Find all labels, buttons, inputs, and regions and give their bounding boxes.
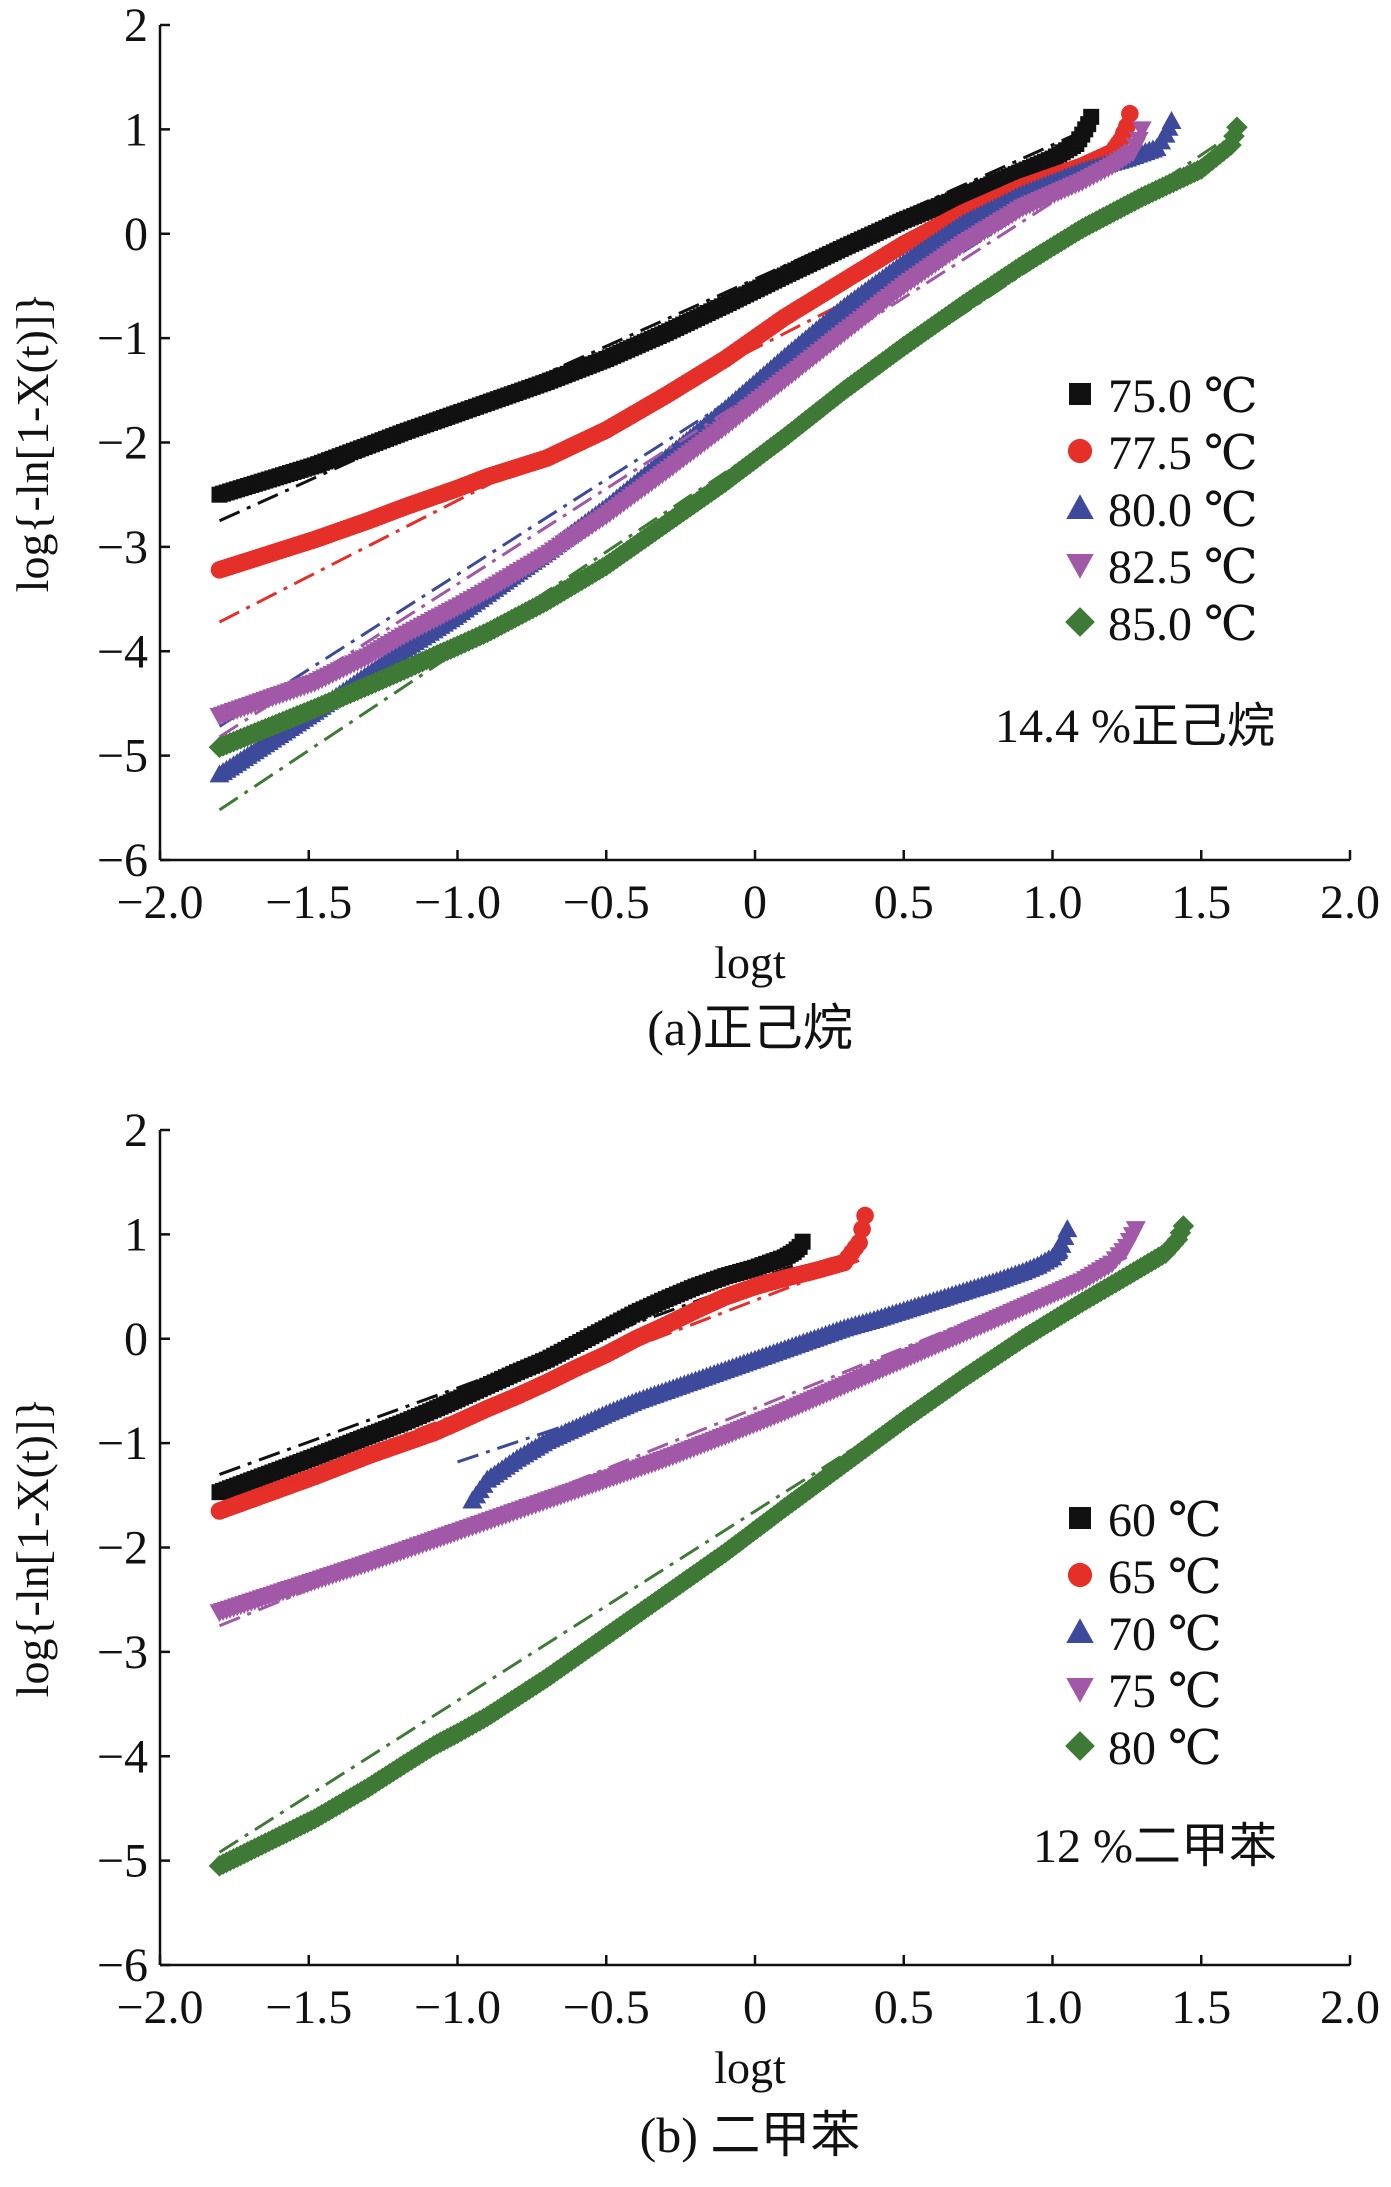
legend-label: 77.5 ℃ <box>1108 427 1258 480</box>
series-2 <box>210 1206 874 1520</box>
x-tick-label: 1.0 <box>1023 1981 1083 2034</box>
data-point <box>853 1220 871 1238</box>
legend-label: 82.5 ℃ <box>1108 541 1258 594</box>
x-tick-label: −1.5 <box>265 1981 352 2034</box>
y-tick-label: −5 <box>97 1835 148 1888</box>
y-tick-label: −1 <box>97 312 148 365</box>
x-tick-label: 0 <box>743 876 767 929</box>
legend-marker <box>1066 1618 1094 1643</box>
x-tick-label: 2.0 <box>1320 1981 1380 2034</box>
x-tick-label: −2.0 <box>116 876 203 929</box>
legend-marker <box>1067 1562 1093 1588</box>
y-tick-label: 0 <box>124 1313 148 1366</box>
legend-marker <box>1066 554 1094 579</box>
sample-annotation: 14.4 %正己烷 <box>995 700 1275 753</box>
data-point <box>1131 121 1152 140</box>
legend-marker <box>1067 438 1093 464</box>
x-tick-label: −0.5 <box>563 876 650 929</box>
x-tick-label: −1.0 <box>414 1981 501 2034</box>
fit-line <box>218 136 1143 728</box>
legend-label: 75 ℃ <box>1108 1665 1222 1718</box>
legend-label: 70 ℃ <box>1108 1608 1222 1661</box>
data-point <box>1125 1221 1146 1240</box>
y-tick-label: −3 <box>97 1626 148 1679</box>
series-5 <box>208 116 1248 812</box>
chart-panel-b: −2.0 −1.5 −1.0 −0.5 0 0.5 1.0 1.5 2.0 −6 −5 −4 −3 −2 −… <box>7 1104 1380 2163</box>
y-tick-label: −2 <box>97 417 148 470</box>
chart-panel-a: −2.0 −1.5 −1.0 −0.5 0 0.5 1.0 1.5 2.0 −6 −5 −4 −3 −2 −… <box>7 0 1380 1056</box>
series-5 <box>208 1215 1195 1877</box>
x-tick-label: 1.0 <box>1023 876 1083 929</box>
fit-line <box>218 1255 1128 1628</box>
x-tick-label: 1.5 <box>1171 1981 1231 2034</box>
legend-marker <box>1069 383 1091 405</box>
legend: 75.0 ℃77.5 ℃80.0 ℃82.5 ℃85.0 ℃ <box>1065 370 1258 651</box>
y-tick-label: −3 <box>97 521 148 574</box>
series-4 <box>209 1221 1146 1628</box>
legend-label: 80.0 ℃ <box>1108 484 1258 537</box>
x-tick-label: −0.5 <box>563 1981 650 2034</box>
x-tick-label: −1.0 <box>414 876 501 929</box>
y-tick-label: 1 <box>124 1208 148 1261</box>
x-tick-label: 1.5 <box>1171 876 1231 929</box>
y-tick-label: 2 <box>124 0 148 52</box>
x-tick-label: 2.0 <box>1320 876 1380 929</box>
data-point <box>1172 1215 1195 1237</box>
x-axis-title: logt <box>714 937 786 988</box>
x-tick-label: −2.0 <box>116 1981 203 2034</box>
data-point <box>1083 108 1100 125</box>
panel-caption: (b) 二甲苯 <box>640 2107 861 2163</box>
series-1 <box>211 1233 811 1501</box>
data-point <box>1226 116 1248 139</box>
fit-line <box>218 143 1217 812</box>
series-4 <box>209 121 1152 739</box>
fit-line <box>218 1235 1188 1854</box>
fit-line <box>218 143 1143 739</box>
legend-label: 60 ℃ <box>1108 1494 1222 1547</box>
data-point <box>1128 131 1149 150</box>
data-point <box>856 1206 874 1225</box>
data-point <box>1121 104 1139 123</box>
y-tick-label: −6 <box>97 834 148 887</box>
fit-line <box>218 1259 860 1508</box>
y-axis-title: log{-ln[1-X(t)]} <box>7 1398 58 1698</box>
x-tick-label: 0 <box>743 1981 767 2034</box>
x-axis-title: logt <box>714 2042 786 2093</box>
legend-marker <box>1069 1507 1091 1529</box>
data-point <box>1057 1219 1078 1238</box>
series-3 <box>457 1219 1078 1509</box>
data-point <box>1161 111 1182 130</box>
panel-caption: (a)正己烷 <box>647 1000 853 1056</box>
legend-label: 75.0 ℃ <box>1108 370 1258 423</box>
y-tick-label: 2 <box>124 1104 148 1157</box>
fit-line <box>457 1255 1068 1464</box>
legend-label: 85.0 ℃ <box>1108 598 1258 651</box>
y-tick-label: 0 <box>124 208 148 261</box>
fit-line <box>218 130 1083 523</box>
y-tick-label: −5 <box>97 730 148 783</box>
data-point <box>1223 125 1245 147</box>
x-tick-label: 0.5 <box>874 1981 934 2034</box>
y-axis-title: log{-ln[1-X(t)]} <box>7 293 58 593</box>
legend-label: 80 ℃ <box>1108 1722 1222 1775</box>
y-tick-label: −4 <box>97 625 148 678</box>
legend-marker <box>1066 1678 1094 1703</box>
x-tick-label: 0.5 <box>874 876 934 929</box>
y-tick-label: −2 <box>97 1522 148 1575</box>
y-tick-label: 1 <box>124 103 148 156</box>
legend-marker <box>1065 1731 1095 1761</box>
sample-annotation: 12 %二甲苯 <box>1033 1820 1277 1873</box>
series-1 <box>211 108 1100 523</box>
legend: 60 ℃65 ℃70 ℃75 ℃80 ℃ <box>1065 1494 1222 1775</box>
data-point <box>794 1233 811 1250</box>
y-tick-label: −4 <box>97 1730 148 1783</box>
x-tick-label: −1.5 <box>265 876 352 929</box>
y-tick-label: −6 <box>97 1939 148 1992</box>
y-tick-label: −1 <box>97 1417 148 1470</box>
legend-marker <box>1066 494 1094 519</box>
legend-label: 65 ℃ <box>1108 1551 1222 1604</box>
data-point <box>850 1233 868 1252</box>
legend-marker <box>1065 607 1095 637</box>
